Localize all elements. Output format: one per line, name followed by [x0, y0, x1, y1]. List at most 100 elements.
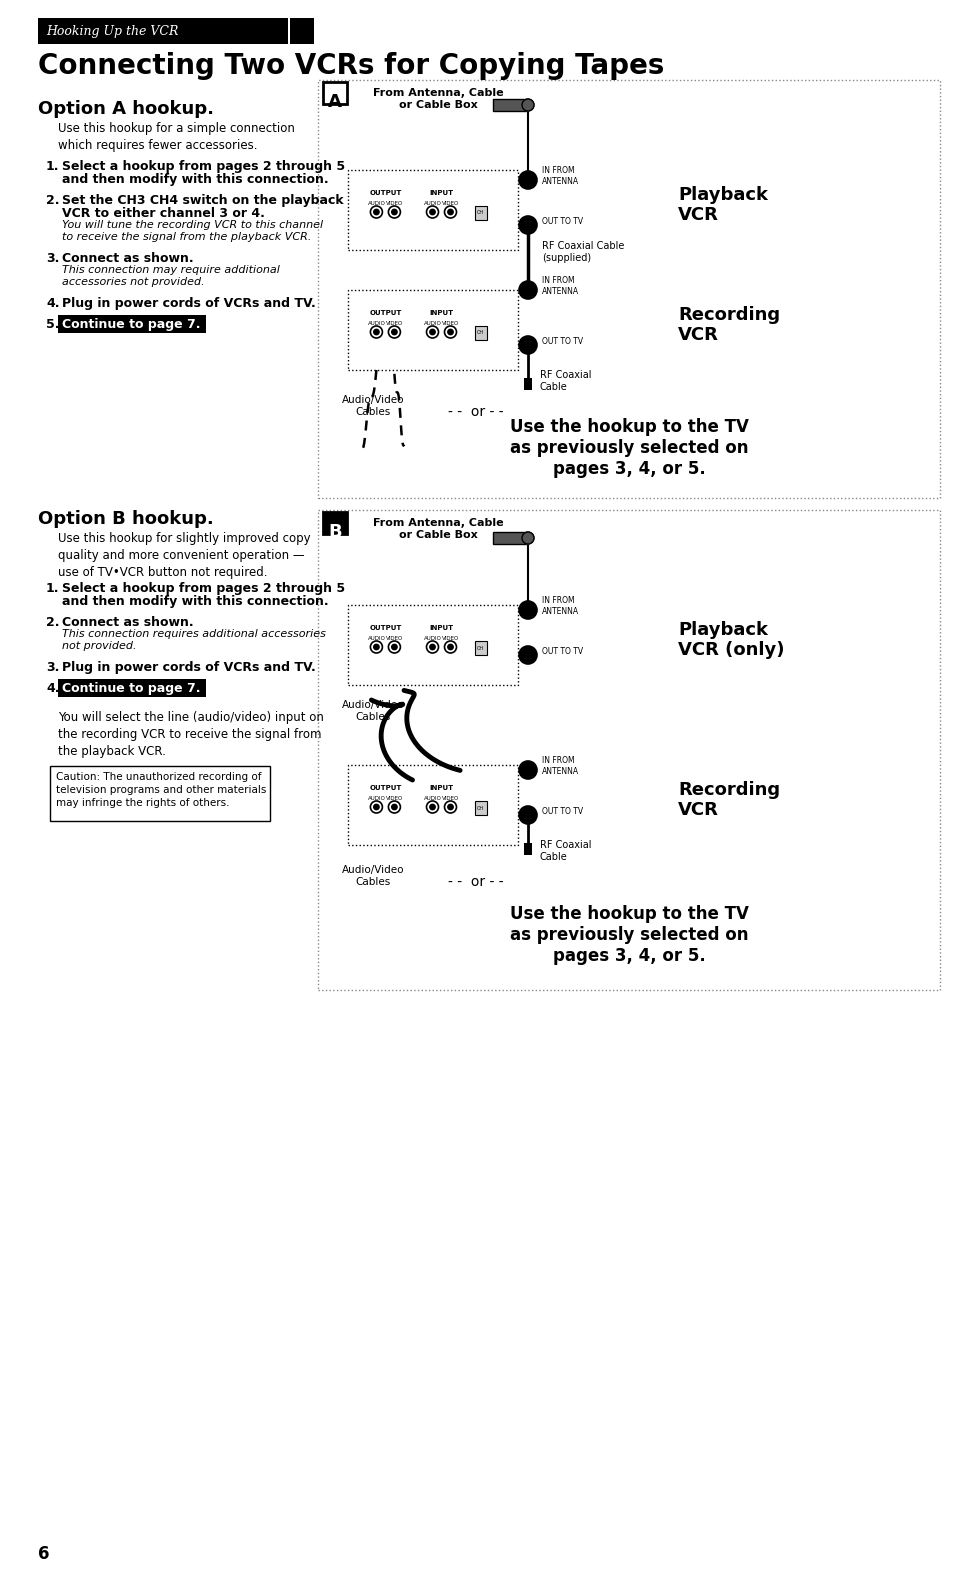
Circle shape — [518, 171, 537, 188]
Text: OUTPUT: OUTPUT — [369, 784, 401, 791]
Bar — [58, 679, 206, 697]
Text: 4.: 4. — [46, 683, 59, 695]
Text: This connection may require additional: This connection may require additional — [62, 265, 279, 275]
Text: - -  or - -: - - or - - — [448, 876, 507, 890]
Text: Continue to page 7.: Continue to page 7. — [62, 319, 200, 331]
Text: CH: CH — [476, 805, 484, 811]
Text: Connecting Two VCRs for Copying Tapes: Connecting Two VCRs for Copying Tapes — [38, 52, 663, 80]
Text: This connection requires additional accessories: This connection requires additional acce… — [62, 629, 326, 639]
Text: Select a hookup from pages 2 through 5: Select a hookup from pages 2 through 5 — [62, 160, 345, 173]
Circle shape — [374, 209, 378, 215]
Circle shape — [524, 767, 531, 774]
Text: RF Coaxial
Cable: RF Coaxial Cable — [539, 839, 591, 861]
Text: AUDIO: AUDIO — [367, 635, 385, 642]
Bar — [474, 802, 486, 814]
Text: Use this hookup for a simple connection
which requires fewer accessories.: Use this hookup for a simple connection … — [58, 122, 294, 152]
Circle shape — [430, 209, 435, 215]
Circle shape — [518, 281, 537, 300]
Text: VIDEO: VIDEO — [385, 201, 402, 206]
Text: Caution: The unauthorized recording of
television programs and other materials
m: Caution: The unauthorized recording of t… — [56, 772, 266, 808]
Text: accessories not provided.: accessories not provided. — [62, 278, 204, 287]
Text: 4.: 4. — [46, 297, 59, 311]
Bar — [50, 766, 270, 821]
Bar — [523, 843, 532, 855]
Text: 3.: 3. — [46, 661, 59, 675]
Text: Hooking Up the VCR: Hooking Up the VCR — [46, 25, 178, 38]
Circle shape — [518, 601, 537, 620]
Bar — [493, 99, 527, 111]
Text: OUT TO TV: OUT TO TV — [541, 336, 582, 345]
Text: Select a hookup from pages 2 through 5: Select a hookup from pages 2 through 5 — [62, 582, 345, 595]
Text: 2.: 2. — [46, 195, 59, 207]
Text: OUT TO TV: OUT TO TV — [541, 217, 582, 226]
Circle shape — [521, 532, 534, 544]
Text: and then modify with this connection.: and then modify with this connection. — [62, 173, 328, 187]
Text: Plug in power cords of VCRs and TV.: Plug in power cords of VCRs and TV. — [62, 661, 315, 675]
Circle shape — [518, 761, 537, 778]
Circle shape — [447, 209, 453, 215]
Text: and then modify with this connection.: and then modify with this connection. — [62, 595, 328, 609]
Bar — [348, 606, 517, 686]
Text: IN FROM
ANTENNA: IN FROM ANTENNA — [541, 166, 578, 185]
Text: Use this hookup for slightly improved copy
quality and more convenient operation: Use this hookup for slightly improved co… — [58, 532, 311, 579]
Text: VIDEO: VIDEO — [441, 201, 458, 206]
Text: AUDIO: AUDIO — [367, 322, 385, 326]
Circle shape — [447, 805, 453, 810]
Text: INPUT: INPUT — [429, 784, 453, 791]
Bar — [38, 17, 288, 44]
Circle shape — [392, 209, 396, 215]
Text: VIDEO: VIDEO — [441, 322, 458, 326]
Circle shape — [447, 329, 453, 334]
Text: INPUT: INPUT — [429, 311, 453, 315]
Bar — [317, 80, 939, 497]
Text: Use the hookup to the TV
as previously selected on
pages 3, 4, or 5.: Use the hookup to the TV as previously s… — [509, 417, 748, 477]
Text: AUDIO: AUDIO — [423, 635, 441, 642]
Text: VIDEO: VIDEO — [385, 795, 402, 802]
Text: AUDIO: AUDIO — [423, 322, 441, 326]
Text: OUTPUT: OUTPUT — [369, 190, 401, 196]
Text: 1.: 1. — [46, 160, 59, 173]
Text: From Antenna, Cable
or Cable Box: From Antenna, Cable or Cable Box — [373, 88, 503, 110]
Text: AUDIO: AUDIO — [367, 201, 385, 206]
Circle shape — [524, 221, 531, 228]
Bar — [323, 82, 347, 104]
Circle shape — [392, 645, 396, 650]
Text: AUDIO: AUDIO — [423, 201, 441, 206]
Circle shape — [374, 329, 378, 334]
Text: CH: CH — [476, 210, 484, 215]
Circle shape — [518, 336, 537, 355]
Bar — [58, 315, 206, 333]
Text: 6: 6 — [38, 1545, 50, 1563]
Circle shape — [524, 287, 531, 293]
Text: You will tune the recording VCR to this channel: You will tune the recording VCR to this … — [62, 220, 323, 231]
Text: RF Coaxial
Cable: RF Coaxial Cable — [539, 370, 591, 392]
Text: Option A hookup.: Option A hookup. — [38, 100, 213, 118]
Text: OUT TO TV: OUT TO TV — [541, 806, 582, 816]
Circle shape — [518, 646, 537, 664]
Text: A: A — [328, 93, 341, 111]
Bar — [474, 206, 486, 220]
Bar — [323, 511, 347, 533]
Text: AUDIO: AUDIO — [423, 795, 441, 802]
Text: Connect as shown.: Connect as shown. — [62, 253, 193, 265]
Circle shape — [392, 805, 396, 810]
Text: RF Coaxial Cable
(supplied): RF Coaxial Cable (supplied) — [541, 242, 623, 262]
Text: OUT TO TV: OUT TO TV — [541, 646, 582, 656]
Circle shape — [374, 805, 378, 810]
Text: VIDEO: VIDEO — [385, 322, 402, 326]
Text: 5.: 5. — [46, 319, 59, 331]
Circle shape — [374, 645, 378, 650]
Text: IN FROM
ANTENNA: IN FROM ANTENNA — [541, 276, 578, 295]
Text: 2.: 2. — [46, 617, 59, 629]
Bar — [474, 642, 486, 654]
Text: Continue to page 7.: Continue to page 7. — [62, 683, 200, 695]
Bar — [290, 17, 314, 44]
Text: Audio/Video
Cables: Audio/Video Cables — [341, 700, 404, 722]
Text: Recording
VCR: Recording VCR — [678, 781, 780, 819]
Text: IN FROM
ANTENNA: IN FROM ANTENNA — [541, 756, 578, 775]
Text: VIDEO: VIDEO — [441, 795, 458, 802]
Text: From Antenna, Cable
or Cable Box: From Antenna, Cable or Cable Box — [373, 518, 503, 540]
Text: OUTPUT: OUTPUT — [369, 624, 401, 631]
Circle shape — [518, 806, 537, 824]
Text: AUDIO: AUDIO — [367, 795, 385, 802]
